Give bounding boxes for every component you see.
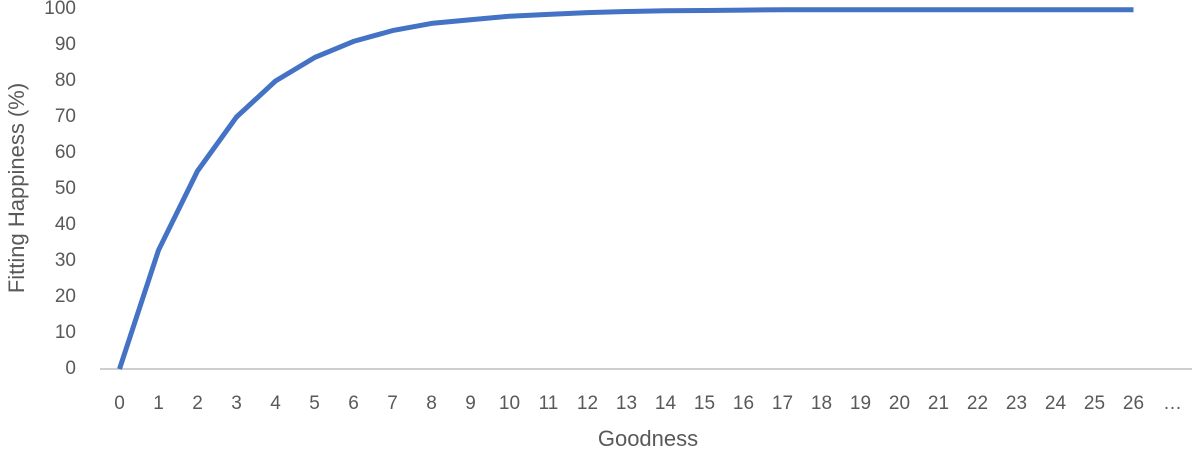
x-tick-label: 7 bbox=[387, 393, 398, 414]
x-tick-label: 26 bbox=[1123, 393, 1144, 414]
y-axis-title: Fitting Happiness (%) bbox=[4, 83, 29, 293]
x-tick-label: 18 bbox=[811, 393, 832, 414]
x-tick-label: 5 bbox=[309, 393, 320, 414]
x-tick-label: 11 bbox=[539, 393, 559, 414]
y-tick-label: 80 bbox=[55, 70, 76, 91]
x-tick-label: 25 bbox=[1084, 393, 1105, 414]
x-tick-label: 22 bbox=[967, 393, 988, 414]
x-tick-label: 1 bbox=[153, 393, 164, 414]
x-tick-label: 0 bbox=[114, 393, 125, 414]
data-line bbox=[117, 7, 1134, 370]
y-tick-label: 10 bbox=[55, 322, 76, 343]
y-tick-label: 90 bbox=[55, 34, 76, 55]
x-tick-label: 16 bbox=[733, 393, 754, 414]
x-tick-label: 9 bbox=[465, 393, 476, 414]
x-tick-label: 13 bbox=[616, 393, 637, 414]
x-tick-label: 4 bbox=[270, 393, 281, 414]
y-tick-label: 100 bbox=[44, 0, 76, 19]
x-tick-label: 8 bbox=[426, 393, 437, 414]
x-tick-label: 23 bbox=[1006, 393, 1027, 414]
x-tick-label: … bbox=[1163, 393, 1182, 414]
x-tick-label: 10 bbox=[499, 393, 520, 414]
x-axis-title: Goodness bbox=[598, 426, 698, 451]
x-tick-label: 19 bbox=[850, 393, 871, 414]
y-tick-label: 30 bbox=[55, 250, 76, 271]
x-tick-label: 12 bbox=[577, 393, 598, 414]
y-tick-label: 40 bbox=[55, 214, 76, 235]
y-tick-label: 70 bbox=[55, 106, 76, 127]
x-tick-label: 20 bbox=[889, 393, 910, 414]
y-tick-label: 0 bbox=[65, 358, 76, 379]
x-tick-label: 17 bbox=[772, 393, 793, 414]
x-tick-label: 14 bbox=[655, 393, 677, 414]
y-tick-label: 20 bbox=[55, 286, 76, 307]
y-tick-label: 60 bbox=[55, 142, 76, 163]
x-tick-label: 15 bbox=[694, 393, 715, 414]
x-tick-label: 21 bbox=[928, 393, 949, 414]
x-tick-label: 3 bbox=[231, 393, 242, 414]
x-tick-label: 6 bbox=[348, 393, 359, 414]
x-tick-label: 24 bbox=[1045, 393, 1067, 414]
x-tick-label: 2 bbox=[192, 393, 203, 414]
y-tick-label: 50 bbox=[55, 178, 76, 199]
